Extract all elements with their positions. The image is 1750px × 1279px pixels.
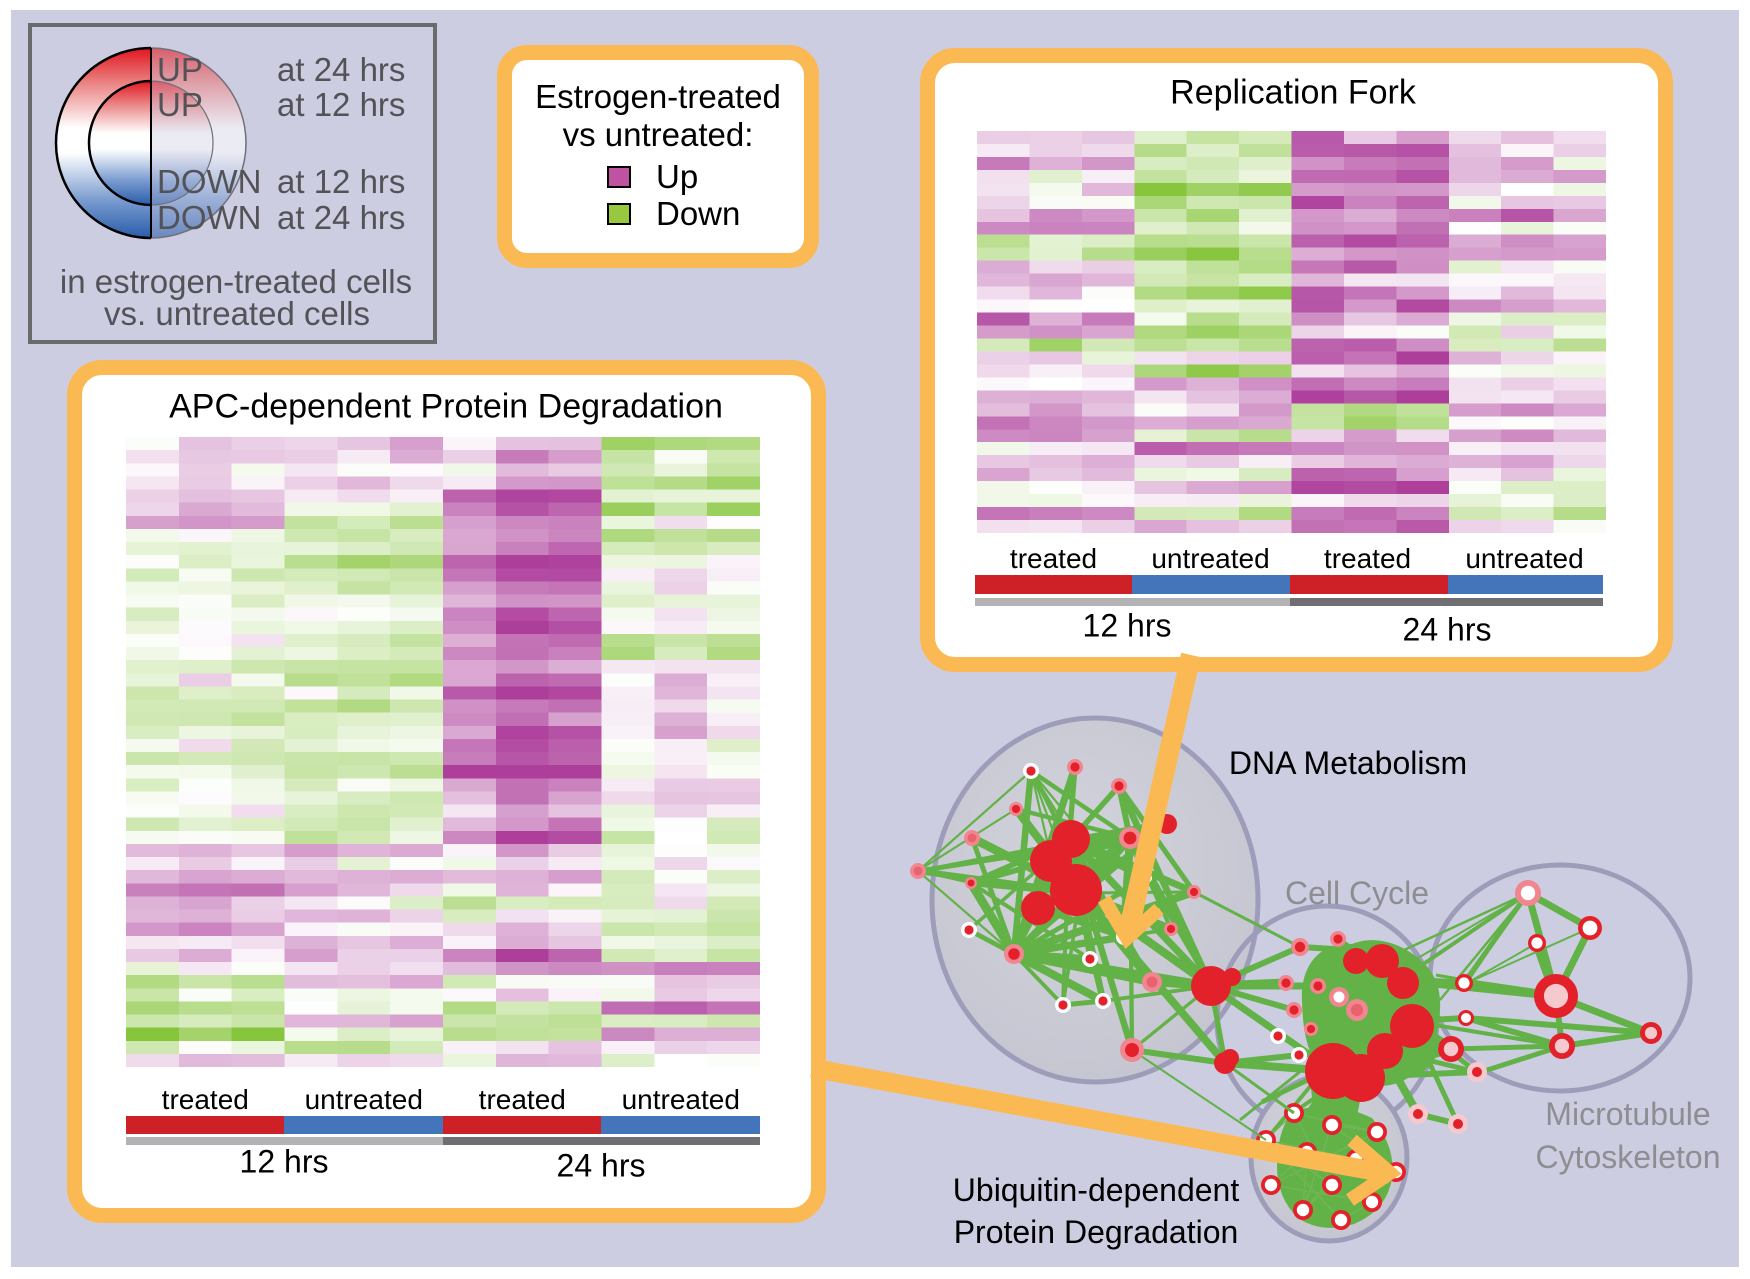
svg-text:Protein Degradation: Protein Degradation bbox=[954, 1214, 1239, 1250]
svg-text:Cytoskeleton: Cytoskeleton bbox=[1536, 1139, 1721, 1175]
svg-text:Microtubule: Microtubule bbox=[1545, 1096, 1710, 1132]
svg-text:Ubiquitin-dependent: Ubiquitin-dependent bbox=[953, 1172, 1240, 1208]
svg-text:DNA Metabolism: DNA Metabolism bbox=[1229, 745, 1467, 781]
svg-text:Cell Cycle: Cell Cycle bbox=[1285, 875, 1429, 911]
